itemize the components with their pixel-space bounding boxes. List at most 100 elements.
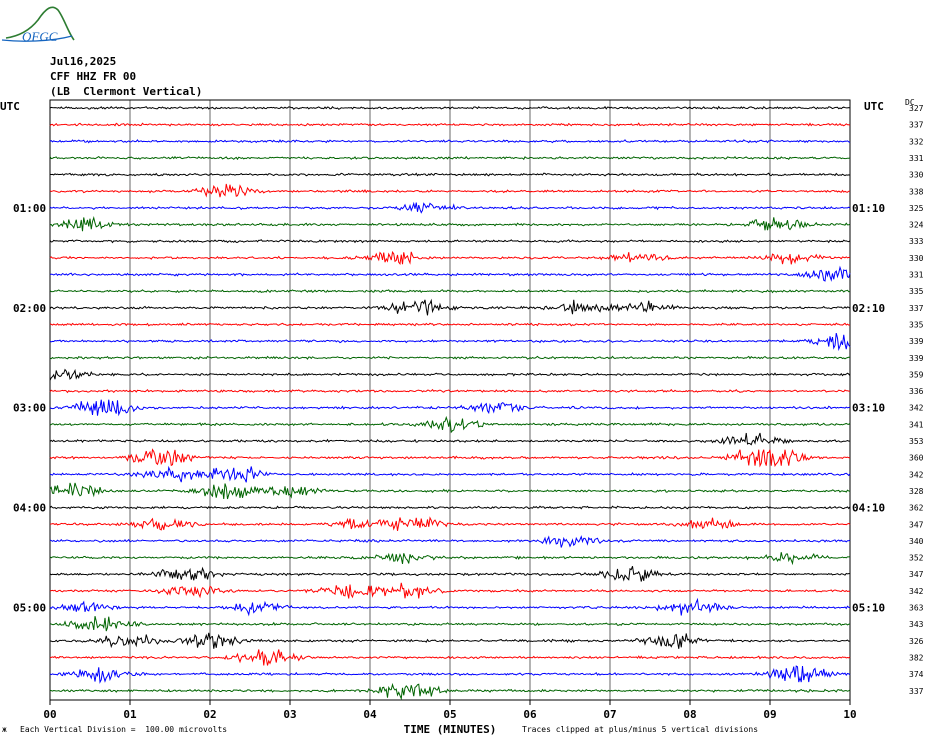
dc-offset-label: 335 — [909, 287, 924, 296]
trace-row — [49, 616, 851, 632]
trace-row — [49, 122, 851, 127]
dc-offset-label: 336 — [909, 387, 924, 396]
trace-row — [49, 332, 851, 352]
dc-offset-label: 331 — [909, 271, 924, 280]
trace-row — [49, 105, 851, 111]
dc-offset-label: 327 — [909, 104, 924, 113]
left-time-label: 02:00 — [13, 302, 46, 315]
dc-offset-label: 342 — [909, 470, 924, 479]
x-tick-label: 08 — [683, 708, 696, 721]
logo-text: OFGC — [22, 29, 58, 44]
dc-offset-label: 339 — [909, 337, 924, 346]
dc-offset-label: 332 — [909, 137, 924, 146]
logo-swoosh — [1, 35, 73, 42]
vertical-division-note: Each Vertical Division = 100.00 microvol… — [20, 725, 228, 734]
trace-row — [49, 201, 851, 214]
x-tick-label: 00 — [43, 708, 56, 721]
trace-row — [49, 566, 851, 582]
dc-offset-label: 342 — [909, 404, 924, 413]
left-time-label: 03:00 — [13, 402, 46, 415]
left-time-label: 04:00 — [13, 502, 46, 515]
dc-offset-label: 341 — [909, 420, 924, 429]
right-time-label: 02:10 — [852, 302, 885, 315]
trace-row — [49, 665, 851, 684]
trace-row — [49, 649, 851, 666]
trace-row — [49, 597, 851, 617]
dc-offset-label: 340 — [909, 537, 924, 546]
right-time-label: 01:10 — [852, 202, 885, 215]
dc-offset-label: 347 — [909, 570, 924, 579]
trace-row — [49, 516, 851, 531]
x-tick-label: 09 — [763, 708, 776, 721]
right-time-label: 04:10 — [852, 502, 885, 515]
trace-row — [49, 216, 851, 232]
trace-row — [49, 505, 851, 510]
record-date: Jul16,2025 — [50, 55, 117, 68]
corner-mark: ж — [2, 725, 7, 734]
station-name: (LB Clermont Vertical) — [50, 85, 203, 98]
trace-row — [49, 432, 851, 446]
trace-row — [49, 465, 851, 483]
trace-row — [49, 415, 851, 434]
trace-row — [49, 632, 851, 649]
trace-row — [49, 183, 851, 198]
trace-row — [49, 582, 851, 599]
dc-offset-label: 325 — [909, 204, 924, 213]
trace-row — [49, 682, 851, 701]
dc-offset-label: 352 — [909, 554, 924, 563]
trace-row — [49, 448, 851, 468]
right-utc-title: UTC — [864, 100, 884, 113]
x-tick-label: 03 — [283, 708, 296, 721]
right-time-label: 03:10 — [852, 402, 885, 415]
dc-offset-label: 342 — [909, 587, 924, 596]
channel-name: CFF HHZ FR 00 — [50, 70, 137, 83]
trace-row — [49, 298, 851, 316]
right-time-label: 05:10 — [852, 602, 885, 615]
dc-offset-label: 363 — [909, 604, 924, 613]
dc-offset-label: 347 — [909, 520, 924, 529]
trace-row — [49, 535, 851, 548]
clipping-note: Traces clipped at plus/minus 5 vertical … — [522, 725, 759, 734]
logo-mountain-curve — [5, 6, 75, 41]
dc-offset-label: 328 — [909, 487, 924, 496]
dc-offset-label: 338 — [909, 187, 924, 196]
dc-offset-label: 324 — [909, 221, 924, 230]
dc-offset-label: 330 — [909, 171, 924, 180]
x-tick-label: 01 — [123, 708, 137, 721]
x-tick-label: 10 — [843, 708, 856, 721]
dc-offset-label: 335 — [909, 320, 924, 329]
left-utc-title: UTC — [0, 100, 20, 113]
dc-offset-label: 330 — [909, 254, 924, 263]
left-time-label: 05:00 — [13, 602, 46, 615]
trace-row — [49, 250, 851, 265]
dc-offset-label: 333 — [909, 237, 924, 246]
trace-row — [49, 368, 851, 381]
trace-row — [49, 172, 851, 177]
dc-offset-label: 337 — [909, 121, 924, 130]
trace-row — [49, 482, 851, 500]
trace-row — [49, 399, 851, 417]
dc-offset-label: 359 — [909, 370, 924, 379]
dc-offset-label: 339 — [909, 354, 924, 363]
trace-row — [49, 265, 851, 282]
trace-row — [49, 388, 851, 394]
trace-row — [49, 355, 851, 360]
dc-offset-label: 382 — [909, 653, 924, 662]
trace-row — [49, 322, 851, 327]
dc-offset-label: 362 — [909, 504, 924, 513]
left-time-label: 01:00 — [13, 202, 46, 215]
x-tick-label: 02 — [203, 708, 216, 721]
dc-offset-label: 331 — [909, 154, 924, 163]
trace-row — [49, 288, 851, 294]
dc-offset-label: 343 — [909, 620, 924, 629]
dc-header: DC — [905, 98, 915, 107]
trace-row — [49, 552, 851, 566]
x-tick-label: 07 — [603, 708, 616, 721]
x-tick-label: 06 — [523, 708, 537, 721]
trace-row — [49, 155, 851, 161]
dc-offset-label: 337 — [909, 304, 924, 313]
dc-offset-label: 353 — [909, 437, 924, 446]
dc-offset-label: 337 — [909, 687, 924, 696]
